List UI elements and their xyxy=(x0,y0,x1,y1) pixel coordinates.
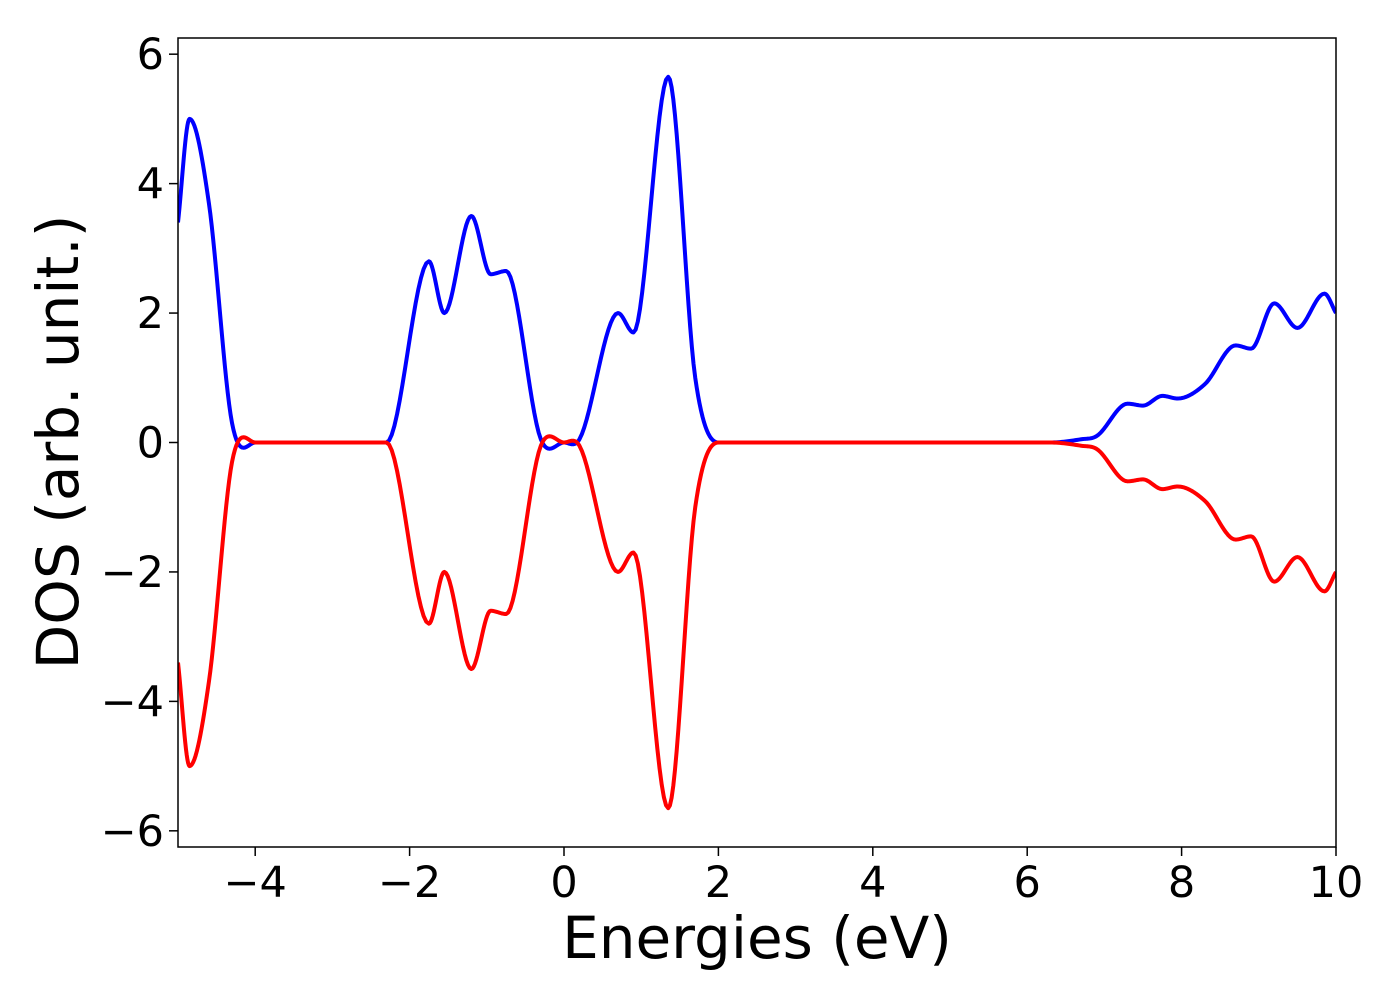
y-tick-label: 6 xyxy=(137,30,164,80)
x-tick-label: −4 xyxy=(224,858,287,908)
x-tick-label: 8 xyxy=(1168,858,1195,908)
y-tick-label: −6 xyxy=(101,807,164,857)
y-tick-label: 2 xyxy=(137,289,164,339)
series-line-2 xyxy=(178,434,1336,811)
x-tick-label: −2 xyxy=(378,858,441,908)
x-tick-label: 4 xyxy=(859,858,886,908)
x-tick-label: 2 xyxy=(705,858,732,908)
x-tick-label: 6 xyxy=(1014,858,1041,908)
y-tick-label: 4 xyxy=(137,160,164,210)
y-tick-label: −2 xyxy=(101,548,164,598)
y-axis-label: DOS (arb. unit.) xyxy=(24,215,92,670)
x-tick-label: 0 xyxy=(550,858,577,908)
y-axis: −6 −4 −2 0 2 4 6 xyxy=(101,30,178,857)
x-axis: −4 −2 0 2 4 6 8 10 xyxy=(224,847,1364,908)
x-axis-label: Energies (eV) xyxy=(562,904,952,972)
series-layer xyxy=(178,74,1336,811)
series-line-1 xyxy=(178,74,1336,451)
y-tick-label: −4 xyxy=(101,677,164,727)
y-tick-label: 0 xyxy=(137,419,164,469)
x-tick-label: 10 xyxy=(1309,858,1364,908)
